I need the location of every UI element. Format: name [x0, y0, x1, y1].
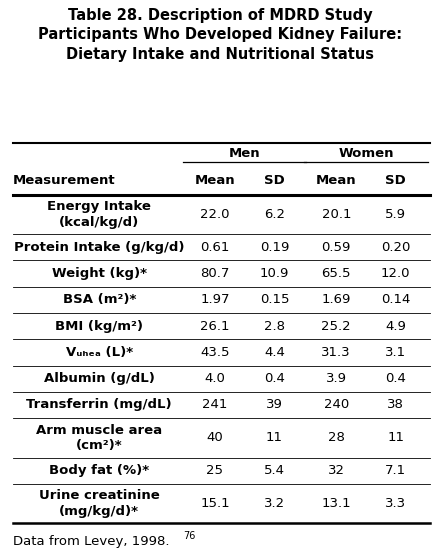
Text: 7.1: 7.1	[385, 464, 406, 477]
Text: SD: SD	[264, 174, 285, 187]
Text: 0.4: 0.4	[385, 372, 406, 385]
Text: 11: 11	[387, 431, 404, 444]
Text: 1.69: 1.69	[321, 293, 351, 306]
Text: 10.9: 10.9	[260, 267, 289, 280]
Text: Vᵤₕₑₐ (L)*: Vᵤₕₑₐ (L)*	[66, 346, 133, 359]
Text: 3.2: 3.2	[264, 497, 285, 510]
Text: Table 28. Description of MDRD Study
Participants Who Developed Kidney Failure:
D: Table 28. Description of MDRD Study Part…	[38, 8, 403, 61]
Text: BSA (m²)*: BSA (m²)*	[63, 293, 136, 306]
Text: 241: 241	[202, 398, 228, 412]
Text: 0.4: 0.4	[264, 372, 285, 385]
Text: 2.8: 2.8	[264, 319, 285, 333]
Text: 32: 32	[328, 464, 345, 477]
Text: 20.1: 20.1	[321, 208, 351, 221]
Text: 26.1: 26.1	[200, 319, 230, 333]
Text: Albumin (g/dL): Albumin (g/dL)	[44, 372, 155, 385]
Text: 13.1: 13.1	[321, 497, 351, 510]
Text: 25.2: 25.2	[321, 319, 351, 333]
Text: 0.15: 0.15	[260, 293, 289, 306]
Text: 25: 25	[206, 464, 224, 477]
Text: Transferrin (mg/dL): Transferrin (mg/dL)	[26, 398, 172, 412]
Text: Mean: Mean	[316, 174, 357, 187]
Text: 6.2: 6.2	[264, 208, 285, 221]
Text: 43.5: 43.5	[200, 346, 230, 359]
Text: 0.61: 0.61	[200, 241, 230, 254]
Text: 0.19: 0.19	[260, 241, 289, 254]
Text: 28: 28	[328, 431, 345, 444]
Text: Women: Women	[338, 147, 394, 161]
Text: 3.3: 3.3	[385, 497, 406, 510]
Text: Body fat (%)*: Body fat (%)*	[49, 464, 149, 477]
Text: 12.0: 12.0	[381, 267, 411, 280]
Text: 80.7: 80.7	[200, 267, 230, 280]
Text: Measurement: Measurement	[13, 174, 116, 187]
Text: BMI (kg/m²): BMI (kg/m²)	[55, 319, 143, 333]
Text: Mean: Mean	[194, 174, 235, 187]
Text: 5.9: 5.9	[385, 208, 406, 221]
Text: 0.20: 0.20	[381, 241, 411, 254]
Text: 22.0: 22.0	[200, 208, 230, 221]
Text: 0.14: 0.14	[381, 293, 411, 306]
Text: 39: 39	[266, 398, 283, 412]
Text: 40: 40	[207, 431, 223, 444]
Text: 76: 76	[183, 531, 195, 541]
Text: 4.9: 4.9	[385, 319, 406, 333]
Text: 3.9: 3.9	[326, 372, 347, 385]
Text: Data from Levey, 1998.: Data from Levey, 1998.	[13, 535, 170, 548]
Text: 31.3: 31.3	[321, 346, 351, 359]
Text: 4.4: 4.4	[264, 346, 285, 359]
Text: 3.1: 3.1	[385, 346, 406, 359]
Text: Urine creatinine
(mg/kg/d)*: Urine creatinine (mg/kg/d)*	[39, 489, 160, 518]
Text: 240: 240	[324, 398, 349, 412]
Text: SD: SD	[385, 174, 406, 187]
Text: Protein Intake (g/kg/d): Protein Intake (g/kg/d)	[14, 241, 184, 254]
Text: Arm muscle area
(cm²)*: Arm muscle area (cm²)*	[36, 424, 162, 452]
Text: 4.0: 4.0	[205, 372, 225, 385]
Text: 5.4: 5.4	[264, 464, 285, 477]
Text: Men: Men	[229, 147, 261, 161]
Text: Energy Intake
(kcal/kg/d): Energy Intake (kcal/kg/d)	[47, 200, 151, 229]
Text: Weight (kg)*: Weight (kg)*	[52, 267, 147, 280]
Text: 11: 11	[266, 431, 283, 444]
Text: 15.1: 15.1	[200, 497, 230, 510]
Text: 1.97: 1.97	[200, 293, 230, 306]
Text: 38: 38	[387, 398, 404, 412]
Text: 65.5: 65.5	[321, 267, 351, 280]
Text: 0.59: 0.59	[321, 241, 351, 254]
